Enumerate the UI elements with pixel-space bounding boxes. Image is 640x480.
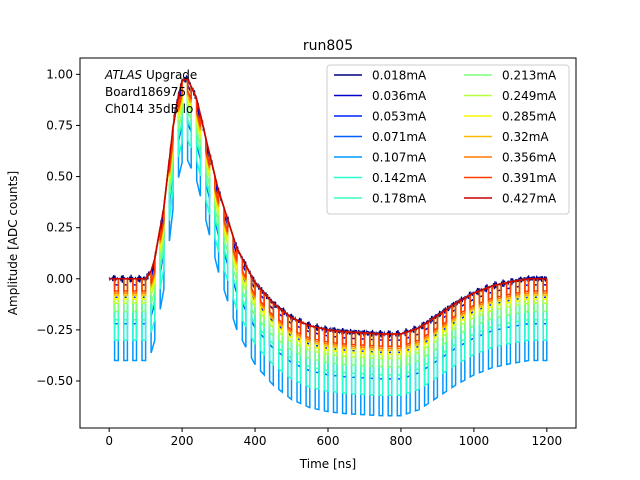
- chart-title: run805: [303, 38, 353, 54]
- x-tick-label: 0: [105, 434, 113, 448]
- y-axis-label: Amplitude [ADC counts]: [6, 171, 20, 315]
- legend-frame: [326, 64, 570, 215]
- annotation-upgrade: Upgrade: [142, 68, 197, 82]
- legend-label: 0.071mA: [372, 130, 427, 144]
- x-tick-label: 1200: [532, 434, 563, 448]
- legend-label: 0.213mA: [502, 69, 557, 83]
- legend-label: 0.427mA: [502, 192, 557, 206]
- annotation-line-1: ATLAS Upgrade: [104, 68, 197, 82]
- legend-label: 0.178mA: [372, 192, 427, 206]
- legend-label: 0.285mA: [502, 110, 557, 124]
- legend-label: 0.107mA: [372, 151, 427, 165]
- series-layer: [108, 75, 548, 417]
- y-tick-label: −0.50: [36, 374, 73, 388]
- axes-layer: 0 200 400 600 800 1000 1200 −0.50 −0.25 0.00 0.25 0…: [36, 57, 577, 448]
- annotation-channel: Ch014 35dB lo: [105, 102, 193, 116]
- legend-label: 0.142mA: [372, 171, 427, 185]
- y-tick-label: 1.00: [46, 67, 73, 81]
- legend-label: 0.249mA: [502, 89, 557, 103]
- legend-label: 0.356mA: [502, 151, 557, 165]
- y-tick-label: 0.50: [46, 170, 73, 184]
- atlas-annotation: ATLAS Upgrade Board186975 Ch014 35dB lo: [104, 68, 197, 116]
- legend-label: 0.018mA: [372, 69, 427, 83]
- x-tick-label: 200: [171, 434, 194, 448]
- legend-label: 0.053mA: [372, 110, 427, 124]
- y-tick-label: −0.25: [36, 323, 73, 337]
- x-tick-label: 1000: [459, 434, 490, 448]
- y-tick-label: 0.00: [46, 272, 73, 286]
- annotation-board: Board186975: [105, 85, 186, 99]
- legend-label: 0.391mA: [502, 171, 557, 185]
- y-tick-label: 0.25: [46, 221, 73, 235]
- x-tick-label: 600: [317, 434, 340, 448]
- x-tick-label: 800: [389, 434, 412, 448]
- x-axis-label: Time [ns]: [299, 457, 356, 471]
- x-tick-label: 400: [244, 434, 267, 448]
- series-line-13: [109, 77, 547, 335]
- annotation-atlas: ATLAS: [104, 68, 143, 82]
- y-tick-label: 0.75: [46, 118, 73, 132]
- legend-label: 0.32mA: [502, 130, 549, 144]
- legend: 0.018mA 0.036mA 0.053mA 0.071mA 0.107mA 0.142…: [326, 64, 570, 215]
- legend-label: 0.036mA: [372, 89, 427, 103]
